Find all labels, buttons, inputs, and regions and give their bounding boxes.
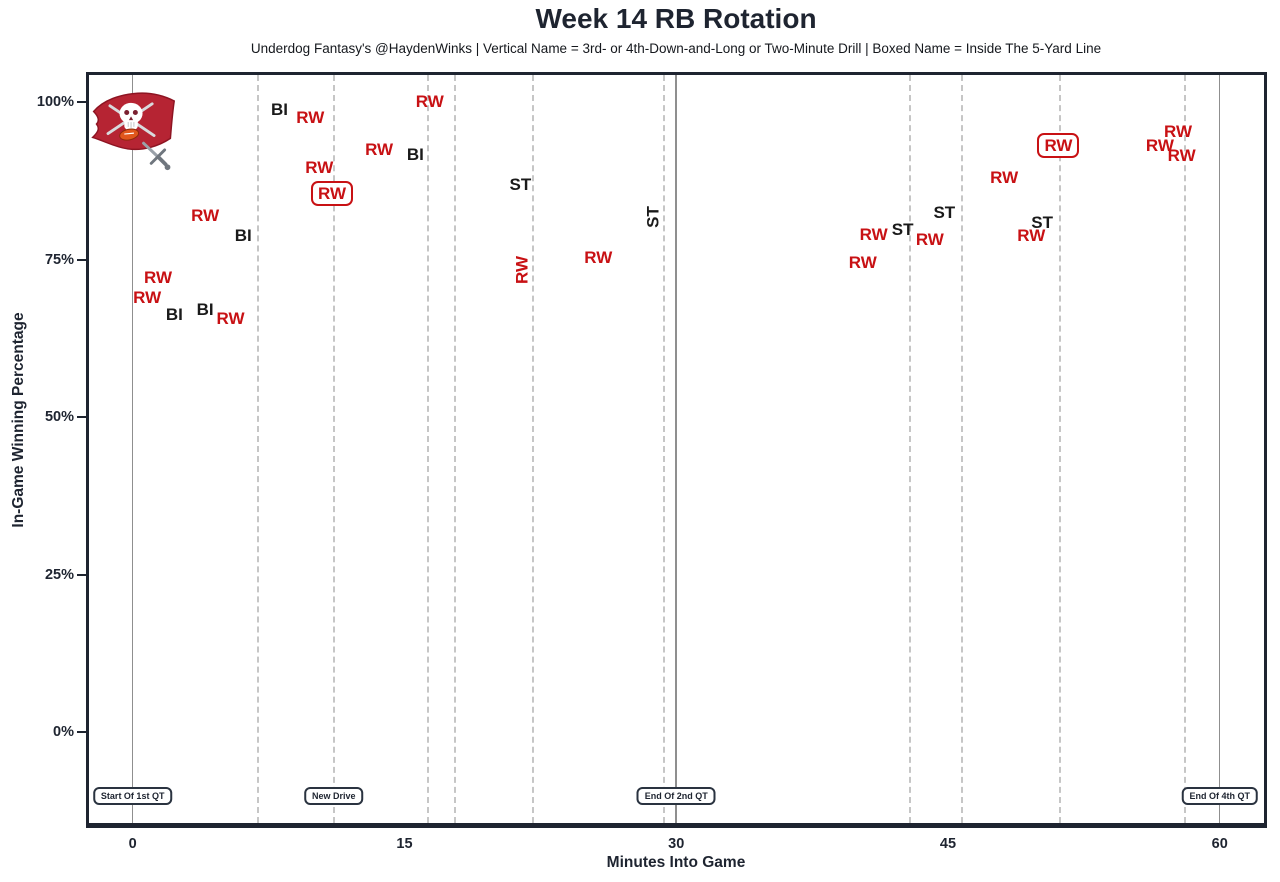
drive-gridline — [961, 75, 964, 823]
drive-gridline — [1184, 75, 1187, 823]
data-point-label: RW — [191, 206, 220, 226]
chart-title: Week 14 RB Rotation — [535, 3, 817, 34]
x-tick-label: 0 — [128, 836, 137, 852]
drive-gridline — [427, 75, 429, 823]
data-point-label: ST — [891, 220, 914, 240]
timeline-annotation: New Drive — [304, 787, 364, 805]
data-point-label: ST — [933, 203, 956, 223]
x-tick-label: 15 — [396, 836, 413, 852]
y-tick-label: 25% — [44, 566, 74, 583]
y-tick-label: 100% — [36, 94, 74, 110]
data-point-label: BI — [165, 305, 183, 325]
y-tick-mark — [77, 416, 86, 418]
y-axis-title: In-Game Winning Percentage — [10, 312, 27, 528]
drive-gridline — [662, 75, 665, 823]
buccaneers-logo — [91, 92, 176, 171]
data-point-label: RW — [1017, 226, 1046, 246]
data-point-label: RW — [859, 225, 888, 245]
drive-gridline — [532, 75, 535, 823]
data-point-label: RW — [415, 92, 444, 112]
data-point-label: BI — [270, 100, 288, 120]
data-point-label: RW — [310, 180, 353, 206]
quarter-gridline — [675, 75, 677, 823]
data-point-label: RW — [1164, 122, 1193, 142]
y-tick-mark — [77, 731, 86, 733]
data-point-label: RW — [584, 248, 613, 268]
x-tick-label: 45 — [939, 836, 957, 852]
data-point-label: RW — [1145, 136, 1174, 156]
data-point-label: RW — [512, 256, 532, 285]
x-tick-label: 30 — [668, 836, 685, 852]
drive-gridline — [454, 75, 457, 823]
drive-gridline — [256, 75, 259, 823]
data-point-label: RW — [990, 168, 1019, 188]
quarter-gridline — [131, 75, 134, 823]
data-point-label: BI — [406, 145, 424, 165]
data-point-label: RW — [305, 158, 334, 178]
timeline-annotation: End Of 2nd QT — [636, 787, 716, 805]
data-point-label: ST — [1031, 213, 1054, 233]
y-tick-mark — [77, 101, 86, 103]
data-point-label: RW — [296, 107, 325, 127]
x-axis-title: Minutes Into Game — [606, 854, 746, 871]
y-tick-mark — [77, 573, 86, 576]
timeline-annotation: End Of 4th QT — [1181, 787, 1258, 805]
quarter-gridline — [1218, 75, 1221, 823]
data-point-label: RW — [365, 140, 394, 160]
data-point-label: RW — [216, 308, 245, 328]
plot-panel-border — [86, 72, 1267, 828]
timeline-annotation: Start Of 1st QT — [92, 787, 173, 805]
data-point-label: RW — [133, 288, 162, 308]
data-point-label: RW — [1167, 146, 1196, 166]
y-tick-mark — [77, 258, 86, 261]
data-point-label: ST — [509, 175, 532, 195]
data-point-label: BI — [196, 300, 214, 320]
y-tick-label: 75% — [44, 251, 74, 268]
drive-gridline — [332, 75, 335, 823]
chart-subtitle: Underdog Fantasy's @HaydenWinks | Vertic… — [250, 41, 1102, 56]
drive-gridline — [1059, 75, 1062, 823]
x-tick-label: 60 — [1211, 836, 1228, 852]
y-tick-label: 0% — [53, 724, 74, 740]
data-point-label: RW — [848, 253, 877, 273]
data-point-label: RW — [144, 267, 173, 287]
data-point-label: ST — [643, 206, 663, 229]
data-point-label: RW — [915, 230, 944, 250]
data-point-label: BI — [234, 226, 252, 246]
drive-gridline — [908, 75, 911, 823]
data-point-label: RW — [1037, 133, 1080, 159]
y-tick-label: 50% — [44, 409, 74, 425]
